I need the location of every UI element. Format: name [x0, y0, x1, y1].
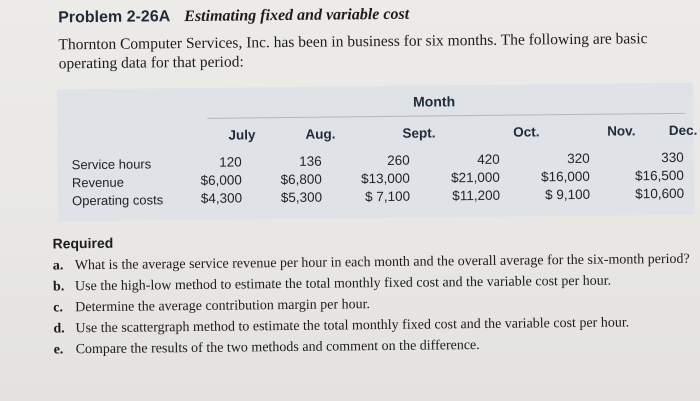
cell-hours-sept: 260	[387, 152, 410, 168]
row-label-operating-costs: Operating costs	[72, 192, 164, 209]
column-header-sept: Sept.	[402, 125, 436, 141]
requirement-text: What is the average service revenue per …	[74, 251, 690, 274]
month-group-header: Month	[413, 93, 456, 110]
cell-costs-nov: $ 9,100	[544, 186, 591, 203]
cell-revenue-july: $6,000	[200, 172, 242, 188]
cell-hours-dec: 330	[661, 149, 684, 166]
problem-header: Problem 2-26A Estimating fixed and varia…	[58, 6, 409, 28]
requirement-text: Use the high-low method to estimate the …	[74, 273, 612, 295]
requirement-letter: a.	[52, 258, 64, 274]
problem-intro: Thornton Computer Services, Inc. has bee…	[58, 30, 648, 73]
cell-hours-july: 120	[219, 154, 242, 170]
requirement-letter: c.	[53, 300, 64, 316]
cell-costs-aug: $5,300	[280, 189, 323, 206]
requirement-text: Use the scattergraph method to estimate …	[75, 315, 630, 337]
cell-revenue-oct: $21,000	[450, 169, 500, 186]
header-rule	[207, 112, 686, 119]
cell-hours-nov: 320	[567, 150, 590, 167]
column-header-oct: Oct.	[513, 124, 540, 140]
cell-hours-oct: 420	[477, 151, 500, 168]
requirement-letter: b.	[52, 279, 65, 295]
cell-hours-aug: 136	[299, 153, 322, 169]
cell-costs-sept: $ 7,100	[364, 188, 411, 205]
cell-revenue-dec: $16,500	[634, 167, 684, 184]
column-header-nov: Nov.	[607, 123, 636, 139]
row-label-revenue: Revenue	[71, 174, 125, 191]
requirement-item-e: e. Compare the results of the two method…	[54, 335, 700, 360]
cell-revenue-nov: $16,000	[540, 168, 590, 185]
cell-costs-july: $4,300	[200, 190, 243, 206]
column-header-dec: Dec.	[668, 122, 698, 139]
operating-data-table: Month July Aug. Sept. Oct. Nov. Dec. Ser…	[56, 82, 698, 222]
row-label-service-hours: Service hours	[71, 156, 152, 173]
required-heading: Required	[52, 234, 114, 252]
requirement-text: Compare the results of the two methods a…	[75, 337, 480, 358]
cell-costs-oct: $11,200	[452, 187, 501, 204]
cell-revenue-aug: $6,800	[280, 171, 322, 188]
requirement-letter: e.	[53, 342, 64, 358]
cell-revenue-sept: $13,000	[361, 170, 410, 187]
column-header-aug: Aug.	[305, 126, 336, 142]
requirement-text: Determine the average contribution margi…	[75, 297, 371, 316]
problem-title: Estimating fixed and variable cost	[184, 5, 410, 26]
requirements-list: a. What is the average service revenue p…	[53, 251, 700, 363]
cell-costs-dec: $10,600	[635, 185, 685, 202]
requirement-letter: d.	[53, 321, 65, 337]
problem-number: Problem 2-26A	[58, 8, 171, 27]
column-header-july: July	[228, 127, 256, 143]
